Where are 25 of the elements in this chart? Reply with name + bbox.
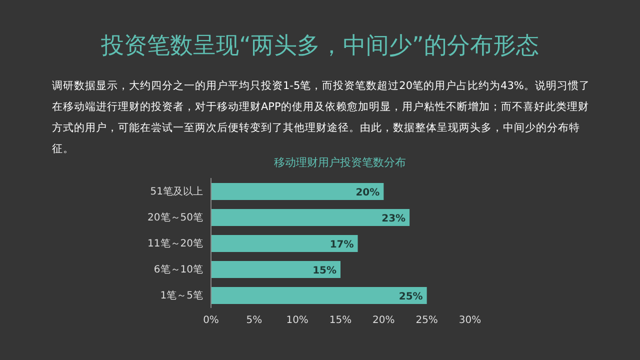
bar	[211, 261, 340, 278]
data-label: 17%	[330, 240, 354, 250]
x-tick-label: 30%	[458, 315, 482, 326]
y-tick-label: 1笔～5笔	[160, 290, 203, 302]
y-tick-label: 6笔～10笔	[154, 264, 203, 276]
bar	[211, 287, 427, 304]
data-label: 25%	[398, 292, 423, 302]
x-tick-label: 5%	[246, 315, 262, 326]
x-tick-label: 10%	[286, 315, 308, 326]
data-label: 15%	[312, 266, 336, 276]
y-tick-label: 20笔～50笔	[148, 212, 203, 224]
bar	[211, 209, 410, 226]
data-label: 23%	[382, 214, 406, 224]
x-tick-label: 15%	[329, 315, 352, 326]
data-label: 20%	[356, 188, 380, 198]
y-tick-label: 51笔及以上	[150, 186, 203, 198]
x-tick-label: 20%	[372, 315, 395, 326]
x-tick-label: 25%	[416, 315, 438, 326]
bar	[211, 183, 384, 200]
x-tick-label: 0%	[203, 315, 219, 326]
bar	[211, 235, 358, 252]
y-tick-label: 11笔～20笔	[148, 238, 203, 250]
text: 移动理财用户投资笔数分布	[273, 155, 407, 170]
chart-title: 投资笔数呈现“两头多，中间少”的分布形态	[100, 32, 540, 61]
chart-subtitle: 调研数据显示，大约四分之一的用户平均只投资1-5笔，而投资笔数超过20笔的用户占比约为43%。说明习惯了在移动端进行理财的投资者，对于移动理财APP的使用及依赖愈加明显，用户粘性不断增加；而不喜好此类理财方式的用户，可能在尝试一至两次后便转变到了其他理财途径。由此，数据整体呈现两头多，中间少的分布特征。	[52, 80, 590, 155]
